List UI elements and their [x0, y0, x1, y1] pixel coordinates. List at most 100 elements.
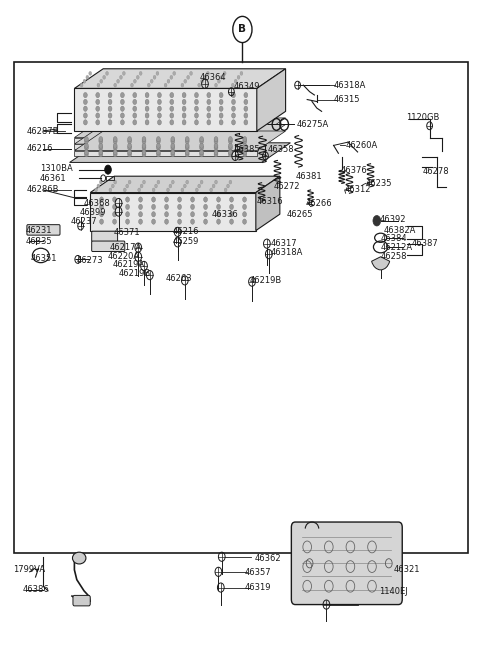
Circle shape: [204, 75, 206, 79]
Circle shape: [164, 83, 167, 87]
Circle shape: [120, 75, 122, 79]
Circle shape: [126, 219, 130, 224]
Circle shape: [214, 143, 218, 148]
Text: 46272: 46272: [274, 182, 300, 191]
Circle shape: [128, 145, 132, 151]
Circle shape: [234, 79, 237, 83]
Circle shape: [114, 83, 117, 87]
Circle shape: [181, 188, 184, 192]
Text: 46382A: 46382A: [384, 226, 416, 235]
Circle shape: [216, 219, 220, 224]
Circle shape: [139, 197, 143, 202]
Polygon shape: [74, 138, 257, 143]
Text: 46317: 46317: [270, 239, 297, 248]
Circle shape: [243, 136, 247, 141]
Circle shape: [84, 145, 88, 151]
Circle shape: [214, 136, 218, 141]
Text: 46381: 46381: [295, 172, 322, 181]
Circle shape: [89, 71, 92, 75]
Circle shape: [156, 145, 160, 151]
Circle shape: [108, 113, 112, 118]
Circle shape: [142, 143, 146, 148]
Circle shape: [182, 120, 186, 125]
Circle shape: [242, 204, 246, 210]
Text: 46231: 46231: [25, 226, 52, 235]
Circle shape: [139, 219, 143, 224]
Circle shape: [111, 184, 114, 188]
Circle shape: [214, 152, 218, 157]
Circle shape: [84, 120, 87, 125]
Circle shape: [216, 212, 220, 217]
Circle shape: [145, 113, 149, 118]
Text: 1799VA: 1799VA: [13, 565, 46, 574]
Text: 46219B: 46219B: [250, 276, 282, 285]
Circle shape: [215, 180, 217, 184]
Polygon shape: [74, 69, 286, 88]
Circle shape: [150, 79, 153, 83]
Circle shape: [194, 92, 198, 98]
Text: 46220A: 46220A: [108, 252, 140, 261]
Circle shape: [186, 180, 189, 184]
Circle shape: [214, 145, 218, 151]
Circle shape: [216, 204, 220, 210]
Circle shape: [191, 212, 194, 217]
Circle shape: [229, 197, 233, 202]
Circle shape: [215, 83, 217, 87]
Circle shape: [184, 79, 187, 83]
Circle shape: [157, 100, 161, 105]
Circle shape: [140, 184, 143, 188]
Circle shape: [84, 143, 88, 148]
Bar: [14, 62, 468, 553]
Text: 46318A: 46318A: [270, 248, 302, 257]
Text: 46219A: 46219A: [113, 260, 145, 269]
Circle shape: [128, 136, 132, 141]
Circle shape: [183, 184, 186, 188]
Circle shape: [204, 212, 207, 217]
Circle shape: [99, 143, 103, 148]
Circle shape: [171, 139, 175, 144]
Text: 46265: 46265: [287, 210, 313, 219]
Circle shape: [113, 204, 117, 210]
Polygon shape: [74, 88, 257, 131]
Polygon shape: [74, 118, 286, 138]
Circle shape: [182, 113, 186, 118]
Circle shape: [99, 149, 103, 155]
Circle shape: [83, 79, 86, 83]
Circle shape: [113, 152, 117, 157]
Circle shape: [152, 219, 156, 224]
Circle shape: [244, 120, 248, 125]
Text: 46368: 46368: [84, 198, 111, 208]
Circle shape: [84, 106, 87, 111]
Circle shape: [133, 79, 136, 83]
Circle shape: [228, 152, 232, 157]
Circle shape: [99, 139, 103, 144]
Circle shape: [96, 106, 100, 111]
Circle shape: [244, 106, 248, 111]
Circle shape: [194, 100, 198, 105]
Circle shape: [243, 143, 247, 148]
Text: 46278: 46278: [422, 167, 449, 176]
Circle shape: [99, 145, 103, 151]
Circle shape: [96, 100, 100, 105]
Circle shape: [170, 92, 174, 98]
Circle shape: [100, 197, 104, 202]
Text: 46392: 46392: [379, 215, 406, 224]
Circle shape: [120, 106, 124, 111]
Text: 46260A: 46260A: [346, 141, 378, 150]
Text: 1310BA: 1310BA: [40, 164, 72, 174]
Circle shape: [156, 143, 160, 148]
Circle shape: [108, 106, 112, 111]
Circle shape: [117, 79, 120, 83]
Circle shape: [182, 100, 186, 105]
Circle shape: [228, 149, 232, 155]
Circle shape: [200, 180, 203, 184]
Text: 46349: 46349: [234, 82, 260, 91]
Text: 46384: 46384: [381, 234, 407, 243]
Text: 46235: 46235: [366, 179, 392, 188]
Circle shape: [167, 79, 170, 83]
Circle shape: [173, 71, 176, 75]
Circle shape: [108, 92, 112, 98]
Polygon shape: [74, 124, 286, 144]
Circle shape: [373, 215, 381, 226]
Circle shape: [244, 100, 248, 105]
